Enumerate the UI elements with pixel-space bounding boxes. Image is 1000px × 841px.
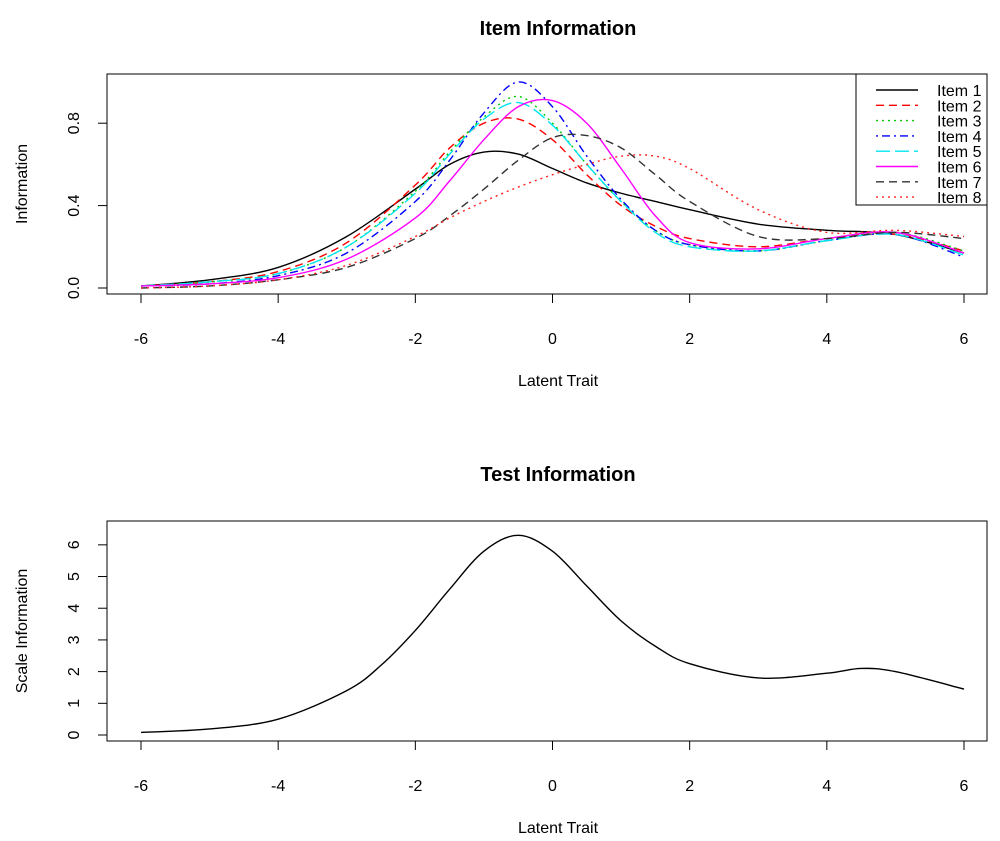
legend-label-7: Item 7 xyxy=(937,175,982,192)
x-tick-label: 4 xyxy=(822,778,831,795)
x-tick-label: 2 xyxy=(685,778,694,795)
y-tick-label: 1 xyxy=(66,699,83,708)
series-line-6 xyxy=(140,98,965,287)
legend-label-5: Item 5 xyxy=(937,144,982,161)
y-axis-label: Scale Information xyxy=(14,569,31,694)
series-line-4 xyxy=(140,81,965,287)
y-axis: 0 1 2 3 4 5 6 xyxy=(66,540,108,739)
legend-label-1: Item 1 xyxy=(937,83,982,100)
x-tick-label: 2 xyxy=(685,331,694,348)
legend-box xyxy=(855,73,988,206)
legend-label-6: Item 6 xyxy=(937,160,982,177)
series-line-1 xyxy=(140,150,965,287)
plot-frame xyxy=(106,73,988,295)
x-axis: -6 -4 -2 0 2 4 6 xyxy=(134,293,969,348)
y-tick-label: 6 xyxy=(66,540,83,549)
legend-label-8: Item 8 xyxy=(937,190,982,207)
x-axis-label: Latent Trait xyxy=(518,820,599,837)
y-tick-label: 3 xyxy=(66,635,83,644)
x-tick-label: -6 xyxy=(134,331,148,348)
legend-label-4: Item 4 xyxy=(937,129,982,146)
legend-label-2: Item 2 xyxy=(937,98,982,115)
x-tick-label: -4 xyxy=(271,331,285,348)
series-line-1 xyxy=(140,534,965,734)
x-tick-label: 6 xyxy=(960,331,969,348)
series-group xyxy=(140,534,965,734)
legend-label-3: Item 3 xyxy=(937,114,982,131)
y-tick-label: 0.8 xyxy=(66,112,83,134)
x-tick-label: 0 xyxy=(548,331,557,348)
series-group xyxy=(140,81,965,289)
test-information-panel: Test Information Latent Trait Scale Info… xyxy=(14,464,988,837)
y-tick-label: 0 xyxy=(66,730,83,739)
x-tick-label: 0 xyxy=(548,778,557,795)
y-axis: 0.0 0.4 0.8 xyxy=(66,112,108,299)
chart-title: Test Information xyxy=(480,464,635,486)
series-line-3 xyxy=(140,95,965,287)
y-axis-label: Information xyxy=(14,144,31,224)
item-information-panel: Item Information Latent Trait Informatio… xyxy=(14,18,988,390)
y-tick-label: 4 xyxy=(66,604,83,613)
x-tick-label: 4 xyxy=(822,331,831,348)
series-line-5 xyxy=(140,101,965,287)
x-axis: -6 -4 -2 0 2 4 6 xyxy=(134,740,969,795)
x-tick-label: 6 xyxy=(960,778,969,795)
x-tick-label: -4 xyxy=(271,778,285,795)
series-line-8 xyxy=(140,154,965,289)
y-tick-label: 0.0 xyxy=(66,277,83,299)
x-tick-label: -6 xyxy=(134,778,148,795)
y-tick-label: 5 xyxy=(66,572,83,581)
series-line-7 xyxy=(140,133,965,289)
x-tick-label: -2 xyxy=(408,778,422,795)
series-line-2 xyxy=(140,117,965,287)
y-tick-label: 2 xyxy=(66,667,83,676)
x-axis-label: Latent Trait xyxy=(518,373,599,390)
plot-frame xyxy=(106,520,988,742)
x-tick-label: -2 xyxy=(408,331,422,348)
y-tick-label: 0.4 xyxy=(66,194,83,216)
chart-title: Item Information xyxy=(480,18,637,40)
